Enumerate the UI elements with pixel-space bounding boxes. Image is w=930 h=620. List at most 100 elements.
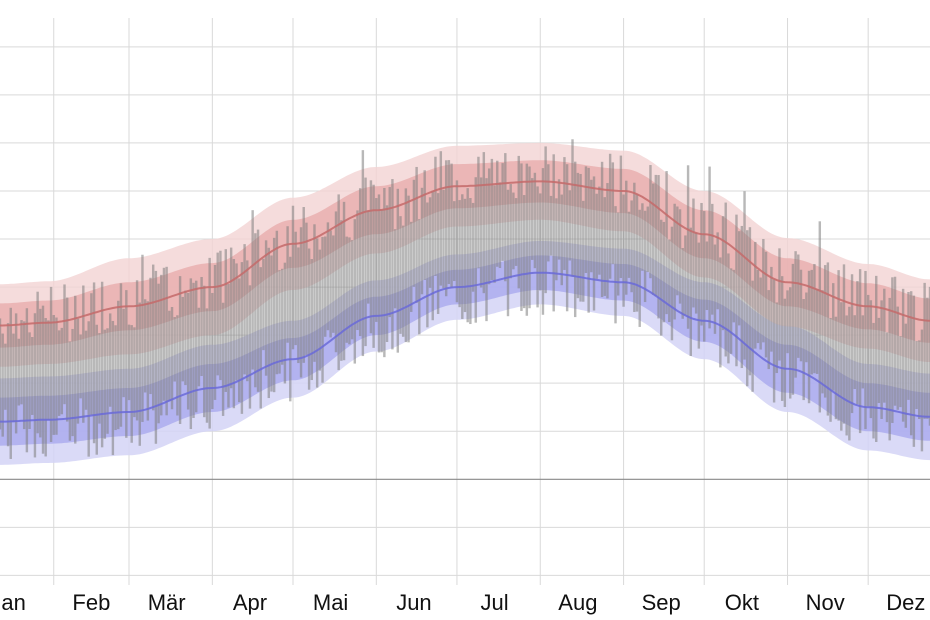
observed-day-bar [350,240,354,340]
observed-day-bar [692,198,695,308]
observed-day-bar [832,283,835,391]
observed-day-bar [848,306,851,441]
observed-day-bar [525,163,529,316]
observed-day-bar [598,186,601,275]
observed-day-bar [267,247,270,399]
observed-day-bar [195,280,198,413]
observed-day-bar [880,300,883,419]
observed-day-bar [807,270,811,404]
observed-day-bar [283,262,287,384]
observed-day-bar [133,327,136,418]
observed-day-bar [616,212,620,296]
observed-day-bar [719,257,722,368]
observed-day-bar [28,332,31,429]
observed-day-bar [334,211,338,353]
observed-day-bar [579,173,582,302]
observed-day-bar [318,249,322,371]
observed-day-bar [746,230,749,387]
observed-day-bar [377,194,381,353]
observed-day-bar [592,176,596,311]
observed-day-bar [76,318,80,424]
observed-day-bar [248,285,252,409]
observed-day-bar [907,292,910,400]
observed-day-bar [95,324,98,455]
observed-day-bar [41,305,45,454]
observed-day-bar [111,320,115,456]
observed-day-bar [55,317,58,435]
observed-day-bar [560,194,563,286]
observed-day-bar [797,254,800,358]
low-band-inner [0,255,930,446]
observed-day-bar [396,188,400,353]
observed-day-bar [487,168,491,285]
observed-day-bar [326,222,330,331]
month-label: Dez [886,590,925,615]
observed-day-bar [391,179,394,350]
observed-day-bar [533,172,537,269]
observed-day-bar [439,151,443,286]
observed-day-bar [68,341,72,441]
observed-day-bar [875,275,878,442]
observed-day-bar [869,300,873,419]
observed-day-bar [240,262,244,414]
observed-day-bar [1,333,4,437]
high-band-outer [0,142,930,367]
observed-day-bar [345,236,348,343]
observed-bars [0,139,930,459]
observed-day-bar [114,325,117,431]
observed-day-bar [36,291,39,434]
observed-day-bar [458,200,461,308]
observed-day-bar [286,226,289,343]
observed-day-bar [748,227,752,376]
month-label: Jul [481,590,509,615]
observed-day-bar [216,252,219,376]
observed-day-bar [100,281,104,448]
observed-day-bar [450,163,453,288]
observed-day-bar [918,340,921,420]
observed-day-bar [186,292,190,410]
observed-day-bar [47,320,50,421]
month-label: Sep [642,590,681,615]
observed-day-bar [896,306,899,410]
observed-day-bar [404,188,408,343]
observed-day-bar [324,236,327,337]
observed-day-bar [619,155,623,279]
observed-day-bar [294,231,297,346]
observed-day-bar [676,206,679,296]
observed-day-bar [786,290,789,354]
observed-day-bar [9,307,12,459]
observed-day-bar [573,161,577,318]
observed-day-bar [418,219,421,335]
observed-day-bar [71,328,74,437]
month-label: Mär [148,590,186,615]
observed-day-bar [799,269,803,362]
observed-day-bar [912,295,916,447]
observed-day-bar [0,318,2,430]
observed-day-bar [600,161,604,298]
observed-day-bar [762,238,765,343]
observed-day-bar [805,292,808,363]
observed-day-bar [821,290,824,394]
observed-day-bar [299,227,303,378]
month-label: Okt [725,590,759,615]
observed-day-bar [713,244,717,334]
observed-day-bar [853,315,856,390]
observed-day-bar [775,302,779,374]
observed-day-bar [181,296,184,382]
observed-day-bar [477,156,480,269]
observed-day-bar [200,276,203,377]
observed-day-bar [393,229,397,309]
observed-day-bar [901,288,905,422]
observed-day-bar [471,202,475,292]
observed-day-bar [474,177,477,323]
observed-day-bar [122,308,125,398]
observed-day-bar [205,308,209,423]
observed-day-bar [25,308,29,453]
observed-day-bar [840,302,843,431]
observed-day-bar [461,194,464,319]
normal-high-line [0,180,930,327]
observed-day-bar [428,197,432,288]
observed-day-bar [469,198,472,325]
observed-day-bar [582,200,585,302]
